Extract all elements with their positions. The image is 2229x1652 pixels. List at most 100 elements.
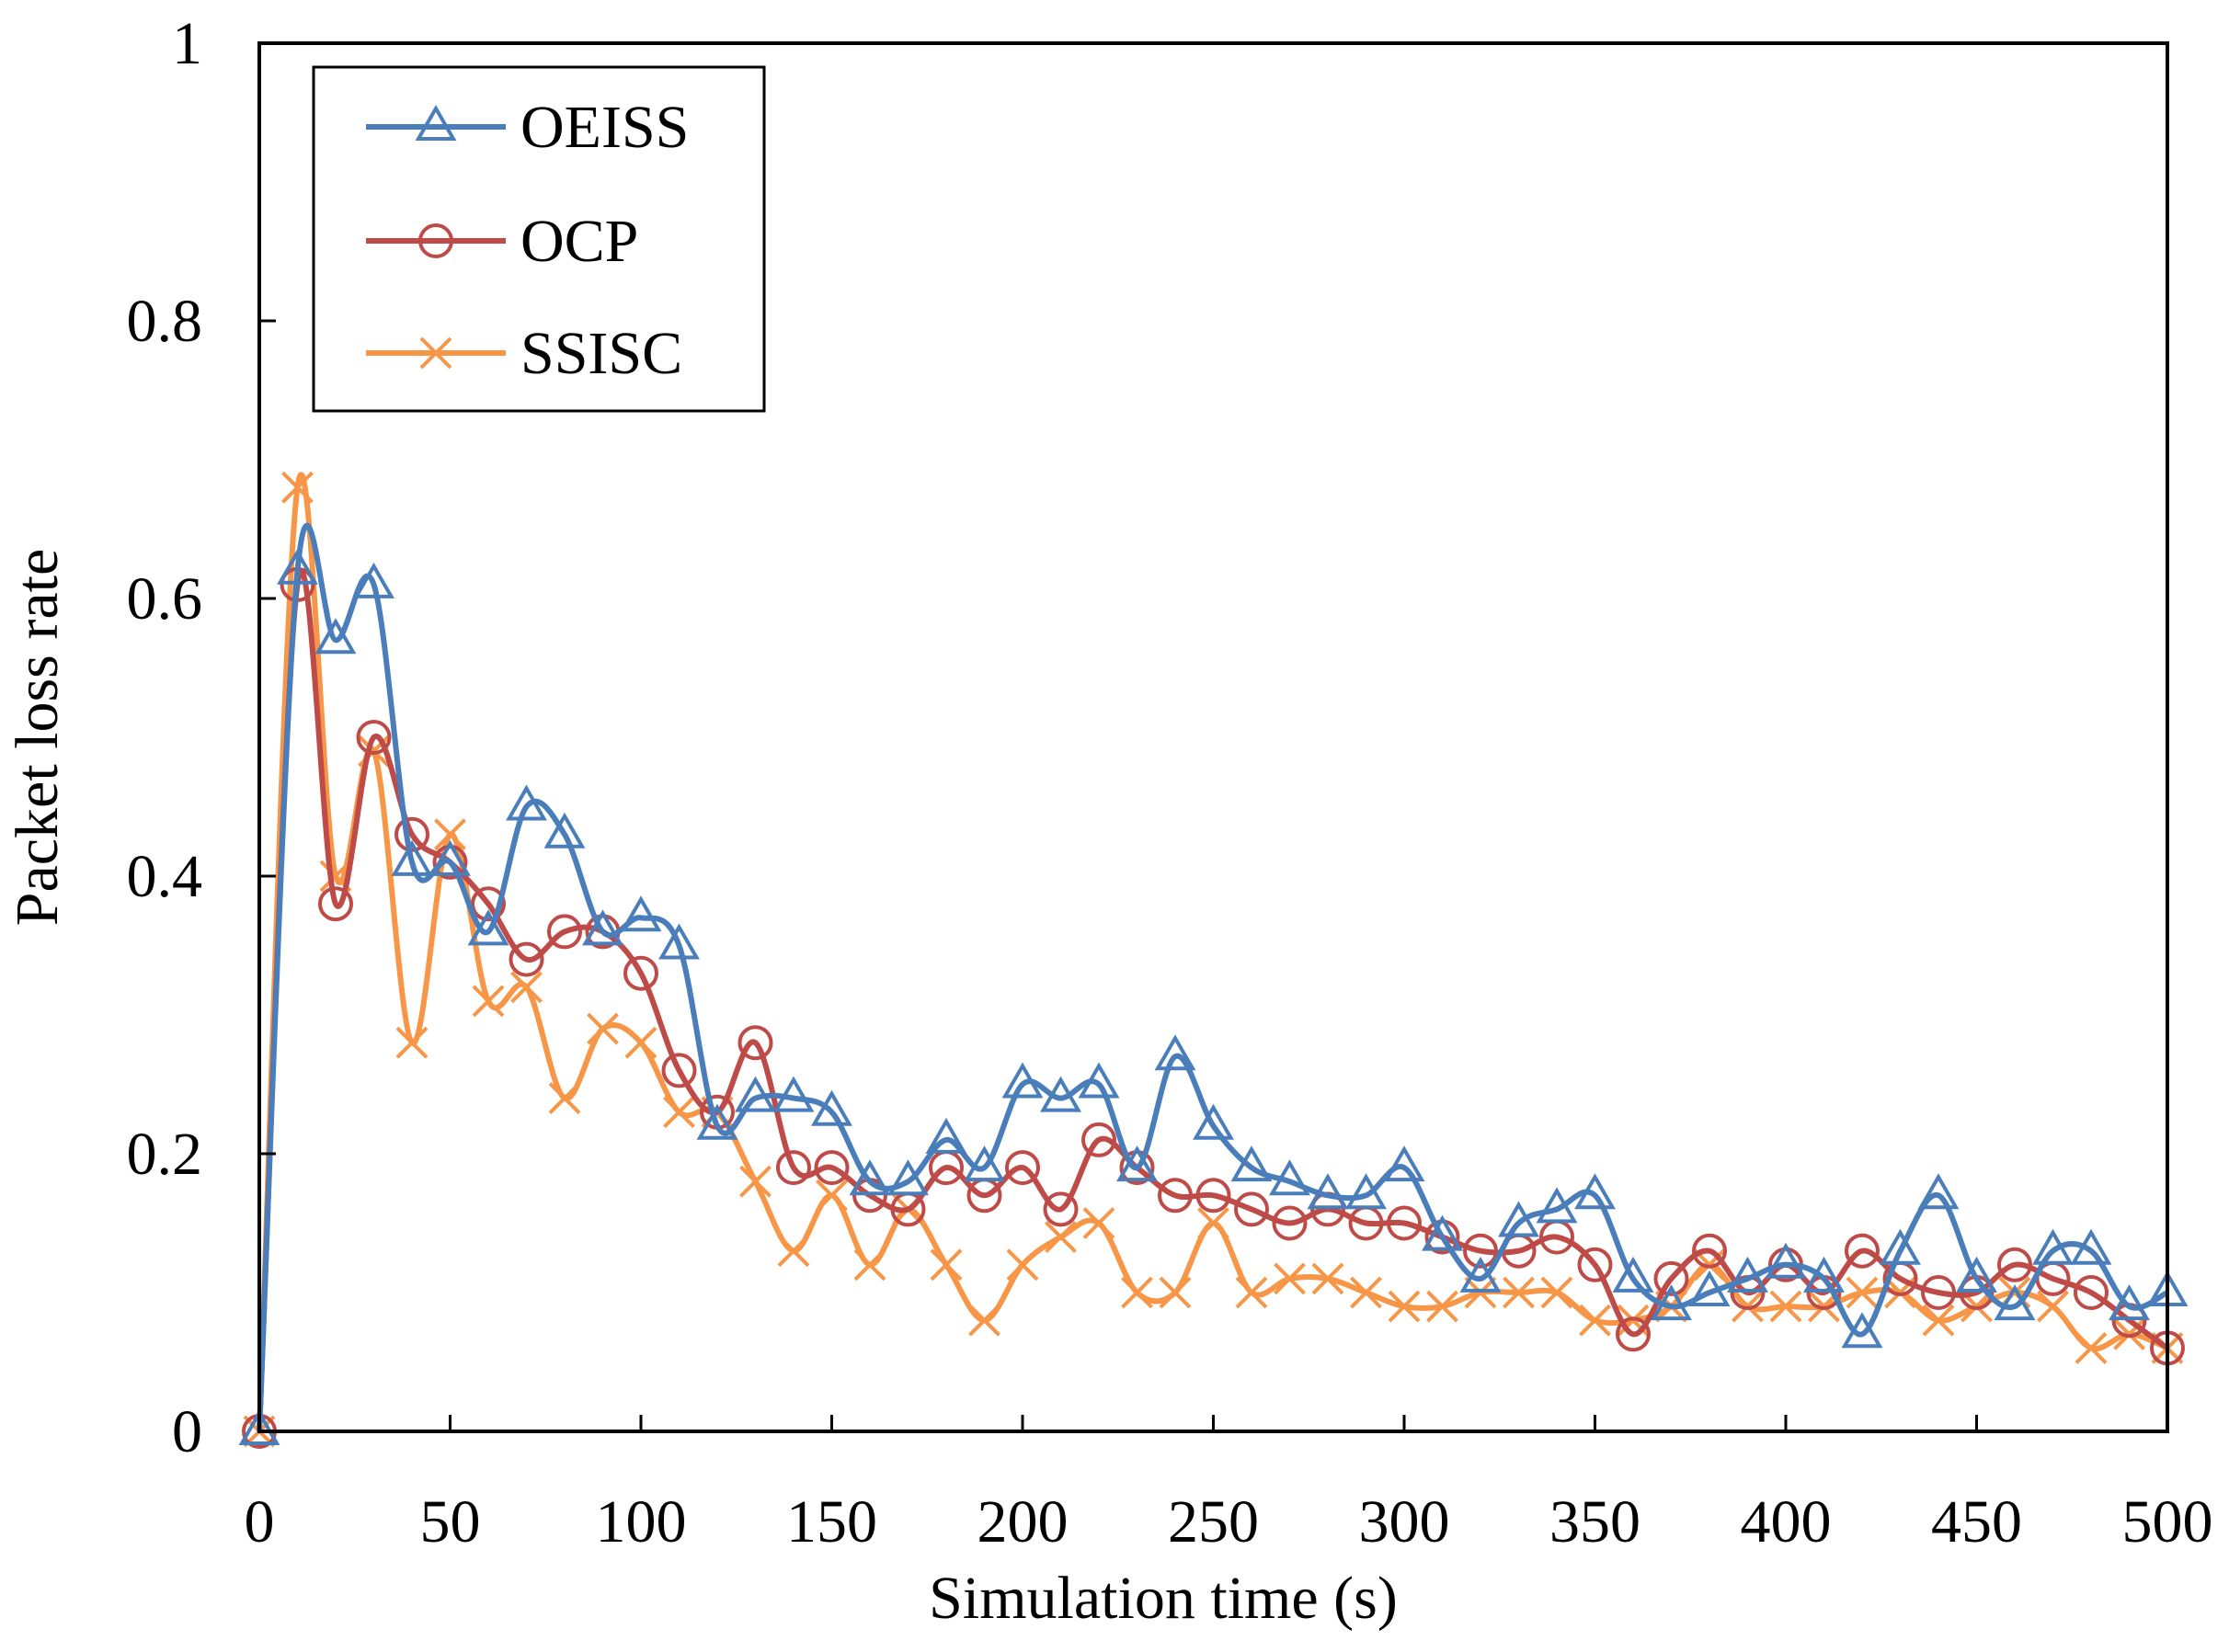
data-point-oeiss xyxy=(1536,1187,1578,1224)
data-point-ssisc xyxy=(624,1026,657,1059)
x-tick-label: 200 xyxy=(977,1488,1069,1555)
y-axis-title: Packet loss rate xyxy=(4,549,71,927)
data-point-ocp xyxy=(318,886,353,922)
data-point-ocp xyxy=(547,914,582,950)
data-point-ssisc xyxy=(587,1012,619,1045)
data-point-ssisc xyxy=(1159,1276,1192,1309)
data-point-ssisc xyxy=(1579,1304,1611,1337)
x-tick-label: 250 xyxy=(1168,1488,1259,1555)
data-point-oeiss xyxy=(1422,1214,1463,1251)
x-tick-label: 400 xyxy=(1741,1488,1832,1555)
series-oeiss xyxy=(238,522,2189,1445)
legend-items: OEISS OCP SSISC xyxy=(366,94,689,387)
tick-layer: 0 50 100 150 200 250 300 350 400 450 500 0 0.2 0.4 0.6… xyxy=(127,10,2213,1555)
data-point-oeiss xyxy=(1841,1312,1883,1349)
legend-marker-ssisc xyxy=(419,336,452,370)
data-point-ssisc xyxy=(281,471,314,504)
data-point-oeiss xyxy=(1727,1256,1768,1293)
data-point-ssisc xyxy=(2037,1290,2069,1323)
data-point-ocp xyxy=(623,955,658,991)
data-point-ssisc xyxy=(1121,1276,1153,1309)
series-line-oeiss xyxy=(257,522,2169,1432)
data-point-oeiss xyxy=(1612,1256,1654,1293)
data-point-ssisc xyxy=(1846,1276,1879,1309)
data-point-oeiss xyxy=(1269,1159,1310,1196)
data-point-ssisc xyxy=(1426,1290,1458,1323)
data-point-ocp xyxy=(1653,1260,1689,1296)
data-point-oeiss xyxy=(1688,1270,1731,1306)
data-point-ocp xyxy=(1577,1247,1613,1282)
data-point-oeiss xyxy=(1001,1062,1044,1099)
data-point-oeiss xyxy=(772,1076,815,1112)
legend-label-oeiss: OEISS xyxy=(520,94,689,161)
data-point-oeiss xyxy=(1880,1228,1921,1265)
series-line-ocp xyxy=(257,569,2169,1432)
data-point-ssisc xyxy=(1197,1207,1229,1239)
data-point-ssisc xyxy=(663,1096,695,1129)
data-point-oeiss xyxy=(391,839,433,876)
data-point-oeiss xyxy=(849,1159,891,1196)
data-point-ocp xyxy=(1616,1316,1651,1352)
legend-label-ssisc: SSISC xyxy=(520,320,682,387)
data-point-oeiss xyxy=(1230,1145,1273,1182)
legend-item-ocp: OCP xyxy=(366,208,638,275)
data-point-ocp xyxy=(1692,1233,1727,1269)
data-point-oeiss xyxy=(467,909,509,946)
data-point-ocp xyxy=(471,886,506,922)
data-point-ocp xyxy=(1158,1178,1193,1213)
data-point-ocp xyxy=(509,941,544,977)
data-point-oeiss xyxy=(277,548,318,585)
data-point-ocp xyxy=(1081,1122,1116,1157)
data-point-oeiss xyxy=(238,1408,280,1445)
data-point-oeiss xyxy=(1651,1284,1692,1321)
data-point-ssisc xyxy=(853,1248,886,1282)
data-point-ocp xyxy=(1845,1233,1880,1269)
legend-marker-ocp xyxy=(418,223,453,258)
x-tick-label: 350 xyxy=(1549,1488,1640,1555)
data-point-ocp xyxy=(814,1150,850,1186)
x-tick-label: 500 xyxy=(2122,1488,2213,1555)
data-point-oeiss xyxy=(658,923,700,960)
data-point-ocp xyxy=(356,720,392,755)
y-tick-label: 0 xyxy=(172,1398,202,1465)
data-point-ssisc xyxy=(434,818,466,851)
series-layer xyxy=(238,471,2189,1449)
data-point-ssisc xyxy=(739,1165,772,1198)
data-point-ssisc xyxy=(1274,1262,1306,1295)
y-tick-label: 0.4 xyxy=(127,843,203,910)
x-tick-label: 50 xyxy=(420,1488,481,1555)
data-point-ssisc xyxy=(930,1248,963,1282)
legend-item-oeiss: OEISS xyxy=(366,94,689,161)
data-point-oeiss xyxy=(1154,1034,1196,1071)
data-point-oeiss xyxy=(543,812,586,849)
data-point-ocp xyxy=(1005,1150,1040,1186)
data-point-oeiss xyxy=(1498,1201,1539,1237)
data-point-ssisc xyxy=(1006,1248,1039,1282)
data-point-ocp xyxy=(1195,1178,1231,1213)
legend-marker-oeiss xyxy=(415,104,457,141)
data-point-oeiss xyxy=(582,909,623,946)
data-point-ssisc xyxy=(816,1179,848,1212)
data-point-oeiss xyxy=(353,562,394,598)
data-point-oeiss xyxy=(1307,1173,1349,1210)
data-point-ssisc xyxy=(1503,1276,1535,1309)
data-point-ocp xyxy=(1272,1205,1308,1241)
data-point-ssisc xyxy=(1769,1290,1802,1323)
y-tick-label: 0.8 xyxy=(127,288,203,355)
data-point-oeiss xyxy=(429,839,471,876)
data-point-oeiss xyxy=(1459,1256,1502,1293)
legend: OEISS OCP SSISC xyxy=(312,65,766,413)
data-point-ocp xyxy=(1463,1233,1498,1269)
data-point-oeiss xyxy=(1345,1173,1387,1210)
data-point-ocp xyxy=(1387,1205,1422,1241)
data-point-ssisc xyxy=(395,1026,429,1059)
x-tick-label: 100 xyxy=(596,1488,687,1555)
y-tick-label: 0.6 xyxy=(127,565,203,632)
y-tick-label: 1 xyxy=(172,10,202,77)
data-point-ocp xyxy=(1234,1191,1269,1227)
data-point-ssisc xyxy=(1388,1290,1421,1323)
data-point-oeiss xyxy=(1765,1242,1807,1279)
data-point-oeiss xyxy=(1994,1284,2036,1321)
data-point-oeiss xyxy=(1040,1076,1081,1112)
data-point-ssisc xyxy=(1350,1276,1382,1309)
